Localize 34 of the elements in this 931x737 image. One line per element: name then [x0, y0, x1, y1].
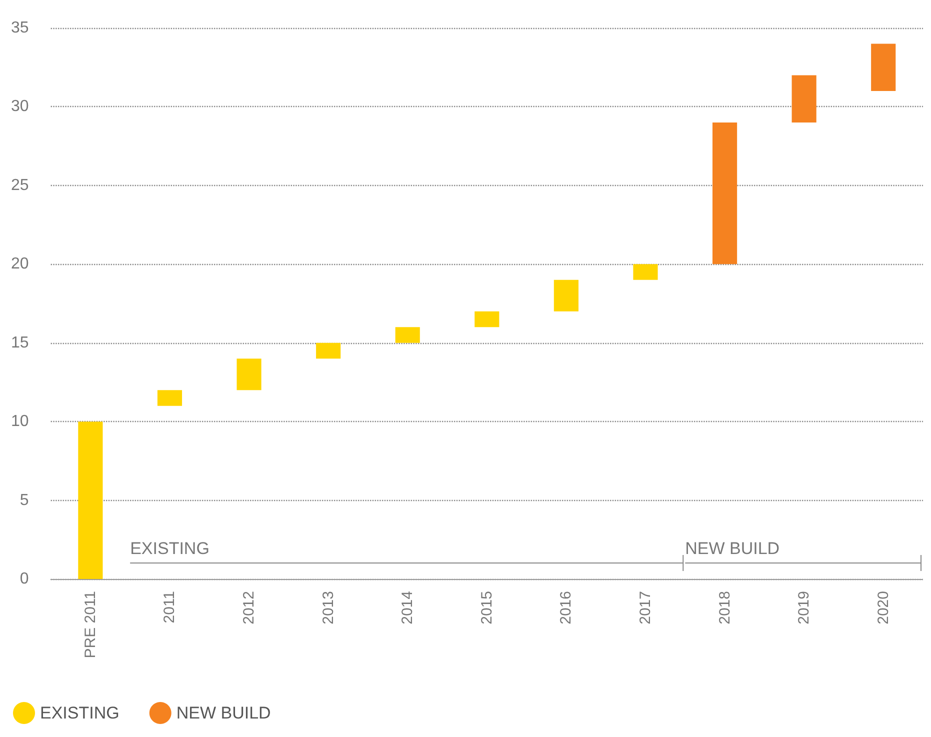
x-tick-label: 2018 [716, 591, 734, 624]
bar [554, 280, 578, 312]
bar [395, 327, 420, 343]
y-tick-label: 35 [11, 20, 29, 36]
x-tick-label: 2012 [240, 591, 258, 624]
x-tick-label: PRE 2011 [82, 591, 99, 658]
y-tick-label: 0 [20, 570, 29, 588]
bar [316, 342, 341, 359]
x-tick-label: 2017 [636, 591, 654, 624]
y-tick-label: 25 [11, 176, 29, 194]
x-tick-label: 2015 [478, 591, 496, 624]
bar [633, 264, 658, 280]
y-tick-label: 15 [11, 334, 29, 352]
legend-label: EXISTING [40, 704, 120, 722]
legend-label: NEW BUILD [176, 704, 271, 722]
y-tick-label: 10 [11, 413, 29, 430]
x-tick-label: 2020 [874, 591, 892, 624]
annotation: EXISTING [130, 539, 210, 558]
x-tick-label: 2013 [320, 591, 337, 624]
x-tick-label: 2016 [558, 591, 575, 624]
x-tick-label: 2014 [399, 591, 416, 624]
x-tick-label: 2019 [796, 591, 813, 624]
annotation: NEW BUILD [685, 539, 780, 558]
bar [157, 390, 182, 406]
bar [712, 122, 738, 264]
y-tick-label: 20 [11, 256, 29, 273]
bar [871, 44, 896, 91]
bar [236, 358, 262, 390]
y-tick-label: 30 [11, 98, 29, 116]
bar [792, 75, 816, 122]
y-tick-label: 5 [20, 492, 29, 509]
bar [78, 422, 103, 579]
bar [474, 311, 500, 328]
x-tick-label: 2011 [161, 591, 178, 624]
